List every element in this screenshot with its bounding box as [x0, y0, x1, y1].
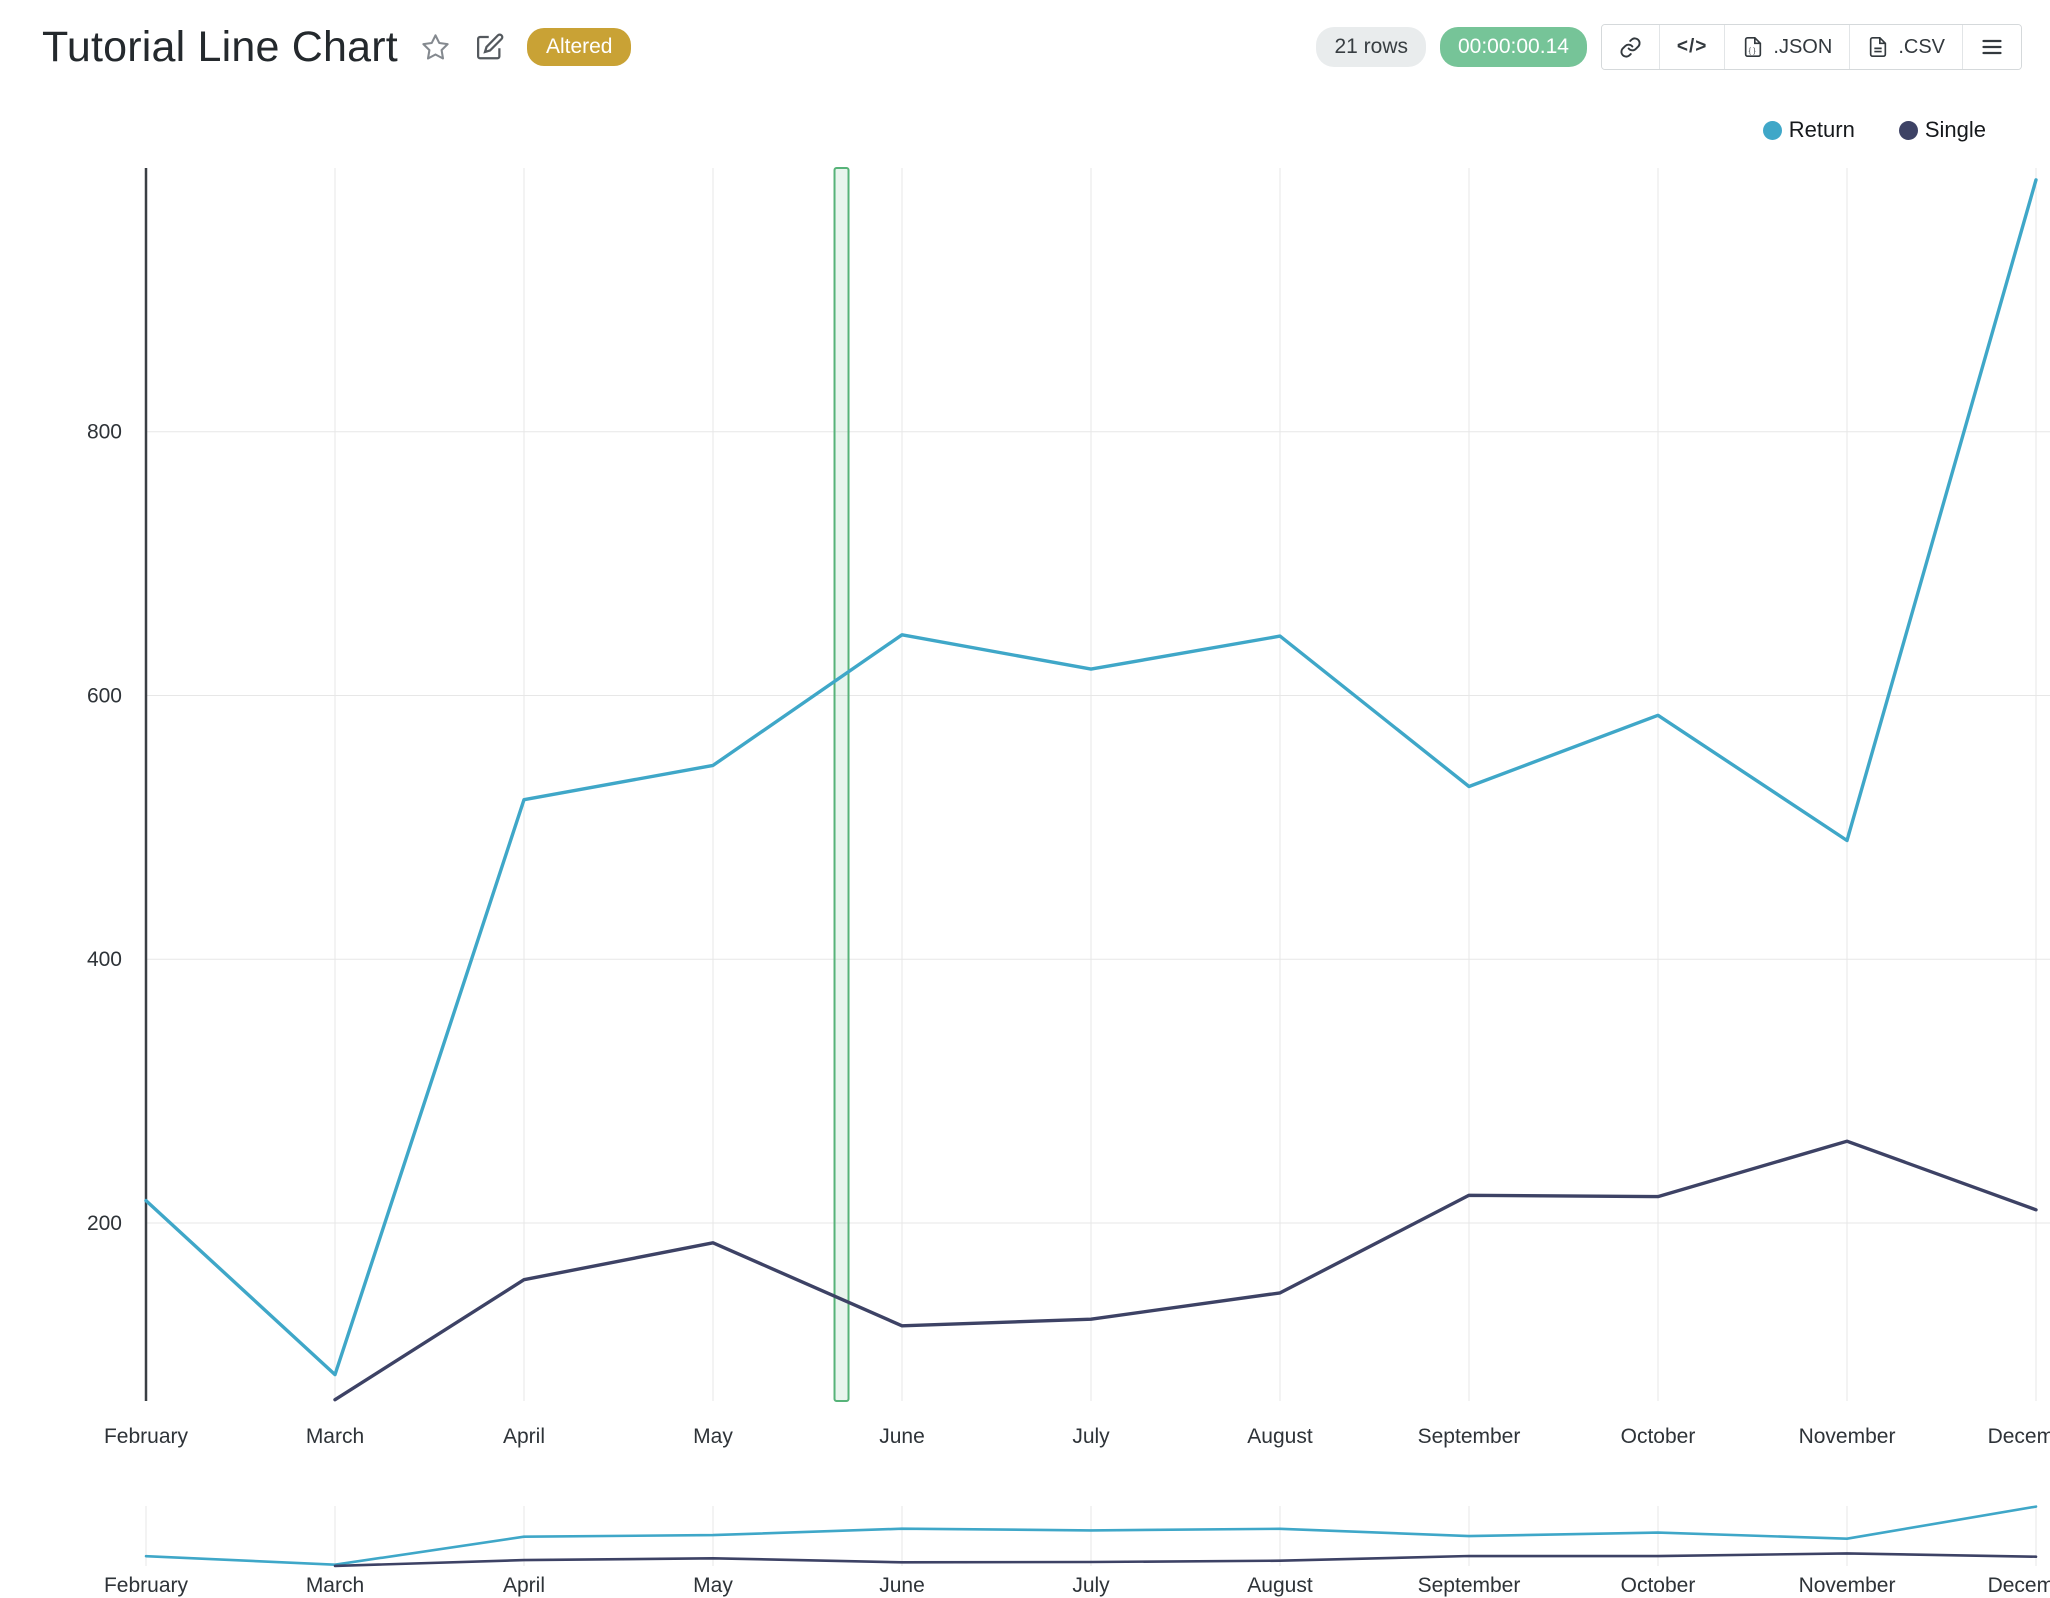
- code-icon: </>: [1676, 36, 1708, 57]
- menu-icon: [1980, 35, 2004, 59]
- x-axis-label: February: [104, 1574, 189, 1597]
- altered-badge: Altered: [526, 28, 632, 66]
- download-json-button[interactable]: { } .JSON: [1724, 25, 1850, 69]
- favorite-star-icon[interactable]: [418, 30, 453, 65]
- legend-item-single[interactable]: Single: [1898, 117, 1986, 143]
- range-slider-chart[interactable]: February March April May June July August Septe…: [0, 1466, 2050, 1598]
- x-axis-label: October: [1621, 1425, 1696, 1448]
- legend-item-return[interactable]: Return: [1762, 117, 1855, 143]
- row-count-badge: 21 rows: [1316, 27, 1426, 67]
- y-tick-label: 800: [87, 421, 122, 444]
- return-line: [144, 1505, 2038, 1566]
- legend-dot-return: [1762, 120, 1782, 140]
- y-tick-label: 400: [87, 948, 122, 971]
- x-axis-label: December: [1988, 1574, 2050, 1597]
- header-left: Tutorial Line Chart Altered: [42, 22, 632, 72]
- x-axis-label: June: [879, 1425, 925, 1448]
- chart-legend: Return Single: [0, 102, 2050, 158]
- x-axis-label: November: [1799, 1574, 1896, 1597]
- x-axis-label: May: [693, 1574, 733, 1597]
- query-duration-badge: 00:00:00.14: [1439, 27, 1587, 67]
- selection-band[interactable]: [833, 167, 850, 1402]
- x-axis-label: February: [104, 1425, 189, 1448]
- single-line: [333, 1552, 2038, 1568]
- single-line: [333, 1139, 2038, 1402]
- header-right: 21 rows 00:00:00.14 </>: [1316, 24, 2022, 70]
- x-axis-label: August: [1247, 1574, 1313, 1597]
- download-json-label: .JSON: [1773, 35, 1833, 58]
- csv-file-icon: [1867, 36, 1889, 58]
- legend-label-single: Single: [1924, 117, 1986, 142]
- download-csv-label: .CSV: [1898, 35, 1945, 58]
- edit-icon[interactable]: [473, 30, 507, 64]
- download-csv-button[interactable]: .CSV: [1849, 25, 1962, 69]
- page-title: Tutorial Line Chart: [42, 22, 398, 71]
- x-axis-label: October: [1621, 1574, 1696, 1597]
- x-axis-label: July: [1072, 1574, 1110, 1597]
- x-axis-label: November: [1799, 1425, 1896, 1448]
- x-axis-label: September: [1418, 1574, 1521, 1597]
- legend-dot-single: [1898, 120, 1918, 140]
- x-axis-label: September: [1418, 1425, 1521, 1448]
- embed-code-button[interactable]: </>: [1658, 25, 1725, 69]
- more-menu-button[interactable]: [1962, 25, 2021, 69]
- legend-label-return: Return: [1788, 117, 1855, 142]
- x-axis-label: August: [1247, 1425, 1313, 1448]
- svg-text:{ }: { }: [1749, 46, 1756, 55]
- y-tick-label: 600: [87, 684, 122, 707]
- x-axis-label: May: [693, 1425, 733, 1448]
- x-axis-label: April: [503, 1425, 545, 1448]
- json-file-icon: { }: [1742, 36, 1764, 58]
- x-axis-label: March: [306, 1574, 364, 1597]
- x-axis-label: July: [1072, 1425, 1110, 1448]
- y-tick-label: 200: [87, 1212, 122, 1235]
- x-axis-label: March: [306, 1425, 364, 1448]
- x-axis-label: December: [1988, 1425, 2050, 1448]
- main-line-chart[interactable]: 200 400 600 800 February March April May June Jul…: [0, 158, 2050, 1458]
- x-axis-label: June: [879, 1574, 925, 1597]
- x-axis-label: April: [503, 1574, 545, 1597]
- export-toolbar: </> { } .JSON: [1600, 24, 2022, 70]
- share-link-button[interactable]: [1601, 25, 1659, 69]
- header: Tutorial Line Chart Altered 21 rows 00:0…: [0, 0, 2050, 84]
- link-icon: [1619, 36, 1642, 59]
- return-line: [144, 178, 2038, 1377]
